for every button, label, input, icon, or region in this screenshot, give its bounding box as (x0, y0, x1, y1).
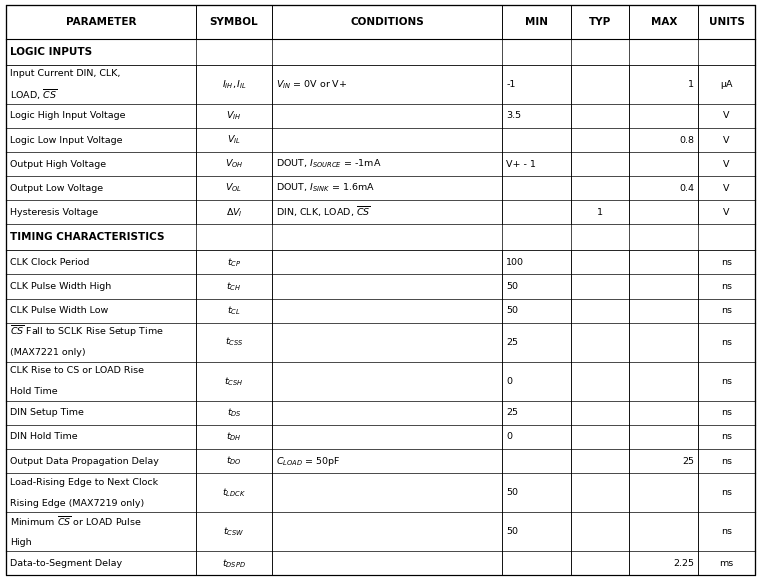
Text: $t_{CP}$: $t_{CP}$ (227, 256, 241, 269)
Text: DOUT, $I_{SINK}$ = 1.6mA: DOUT, $I_{SINK}$ = 1.6mA (276, 182, 375, 194)
Text: TIMING CHARACTERISTICS: TIMING CHARACTERISTICS (10, 233, 165, 242)
Text: V: V (723, 184, 730, 193)
Text: DOUT, $I_{SOURCE}$ = -1mA: DOUT, $I_{SOURCE}$ = -1mA (276, 158, 381, 171)
Text: $t_{CL}$: $t_{CL}$ (227, 304, 241, 317)
Text: 1: 1 (597, 208, 603, 217)
Text: $V_{OL}$: $V_{OL}$ (225, 182, 243, 194)
Text: $\Delta V_{I}$: $\Delta V_{I}$ (225, 206, 243, 219)
Text: $t_{LDCK}$: $t_{LDCK}$ (222, 487, 246, 499)
Text: V: V (723, 160, 730, 169)
Text: 0: 0 (506, 433, 512, 441)
Text: Hysteresis Voltage: Hysteresis Voltage (10, 208, 98, 217)
Text: TYP: TYP (589, 17, 612, 27)
Text: $t_{CSW}$: $t_{CSW}$ (223, 525, 245, 538)
Text: 25: 25 (506, 408, 518, 418)
Text: Output High Voltage: Output High Voltage (10, 160, 106, 169)
Text: V: V (723, 208, 730, 217)
Text: High: High (10, 538, 32, 547)
Text: $\overline{CS}$ Fall to SCLK Rise Setup Time: $\overline{CS}$ Fall to SCLK Rise Setup … (10, 324, 164, 339)
Text: PARAMETER: PARAMETER (66, 17, 136, 27)
Text: $I_{IH}, I_{IL}$: $I_{IH}, I_{IL}$ (222, 78, 246, 90)
Text: 50: 50 (506, 282, 518, 291)
Text: 1: 1 (688, 80, 694, 89)
Text: 100: 100 (506, 258, 524, 267)
Text: Output Low Voltage: Output Low Voltage (10, 184, 103, 193)
Text: 0.4: 0.4 (679, 184, 694, 193)
Text: $t_{CSS}$: $t_{CSS}$ (225, 336, 243, 349)
Text: LOAD, $\overline{CS}$: LOAD, $\overline{CS}$ (10, 88, 58, 102)
Text: ns: ns (721, 377, 732, 386)
Text: CLK Pulse Width Low: CLK Pulse Width Low (10, 306, 108, 315)
Text: ns: ns (721, 408, 732, 418)
Text: Logic High Input Voltage: Logic High Input Voltage (10, 111, 126, 121)
Text: DIN, CLK, LOAD, $\overline{CS}$: DIN, CLK, LOAD, $\overline{CS}$ (276, 205, 370, 219)
Text: $t_{CH}$: $t_{CH}$ (226, 280, 242, 293)
Text: $V_{IN}$ = 0V or V+: $V_{IN}$ = 0V or V+ (276, 78, 348, 90)
Text: ms: ms (719, 559, 734, 568)
Text: ns: ns (721, 527, 732, 536)
Text: Data-to-Segment Delay: Data-to-Segment Delay (10, 559, 122, 568)
Text: 50: 50 (506, 306, 518, 315)
Text: $t_{DSPD}$: $t_{DSPD}$ (222, 557, 246, 570)
Text: ns: ns (721, 433, 732, 441)
Text: Input Current DIN, CLK,: Input Current DIN, CLK, (10, 70, 121, 78)
Text: ns: ns (721, 282, 732, 291)
Text: CLK Clock Period: CLK Clock Period (10, 258, 90, 267)
Text: V: V (723, 111, 730, 121)
Text: Logic Low Input Voltage: Logic Low Input Voltage (10, 136, 122, 144)
Text: CLK Rise to CS or LOAD Rise: CLK Rise to CS or LOAD Rise (10, 366, 144, 375)
Text: Hold Time: Hold Time (10, 387, 58, 396)
Text: 0: 0 (506, 377, 512, 386)
Text: ns: ns (721, 338, 732, 347)
Text: $t_{DO}$: $t_{DO}$ (226, 455, 242, 467)
Text: $t_{CSH}$: $t_{CSH}$ (225, 375, 243, 387)
Text: DIN Hold Time: DIN Hold Time (10, 433, 78, 441)
Text: 25: 25 (682, 456, 694, 466)
Text: 0.8: 0.8 (679, 136, 694, 144)
Text: $V_{IL}$: $V_{IL}$ (227, 134, 241, 146)
Text: ns: ns (721, 488, 732, 497)
Text: μA: μA (720, 80, 733, 89)
Text: V+ - 1: V+ - 1 (506, 160, 536, 169)
Text: DIN Setup Time: DIN Setup Time (10, 408, 84, 418)
Text: Minimum $\overline{CS}$ or LOAD Pulse: Minimum $\overline{CS}$ or LOAD Pulse (10, 514, 142, 528)
Text: MAX: MAX (651, 17, 677, 27)
Text: $C_{LOAD}$ = 50pF: $C_{LOAD}$ = 50pF (276, 455, 341, 467)
Text: CONDITIONS: CONDITIONS (350, 17, 424, 27)
Text: LOGIC INPUTS: LOGIC INPUTS (10, 47, 92, 57)
Text: MIN: MIN (525, 17, 548, 27)
Text: 50: 50 (506, 527, 518, 536)
Text: ns: ns (721, 306, 732, 315)
Text: 3.5: 3.5 (506, 111, 521, 121)
Text: 50: 50 (506, 488, 518, 497)
Text: ns: ns (721, 258, 732, 267)
Text: (MAX7221 only): (MAX7221 only) (10, 348, 86, 357)
Text: 2.25: 2.25 (673, 559, 694, 568)
Text: $V_{IH}$: $V_{IH}$ (226, 110, 242, 122)
Text: $t_{DS}$: $t_{DS}$ (226, 407, 242, 419)
Text: CLK Pulse Width High: CLK Pulse Width High (10, 282, 112, 291)
Text: $V_{OH}$: $V_{OH}$ (225, 158, 243, 171)
Text: Output Data Propagation Delay: Output Data Propagation Delay (10, 456, 159, 466)
Text: $t_{DH}$: $t_{DH}$ (226, 431, 242, 443)
Text: SYMBOL: SYMBOL (210, 17, 258, 27)
Text: ns: ns (721, 456, 732, 466)
Text: UNITS: UNITS (709, 17, 744, 27)
Text: V: V (723, 136, 730, 144)
Text: Load-Rising Edge to Next Clock: Load-Rising Edge to Next Clock (10, 477, 158, 487)
Text: -1: -1 (506, 80, 516, 89)
Text: Rising Edge (MAX7219 only): Rising Edge (MAX7219 only) (10, 499, 144, 508)
Text: 25: 25 (506, 338, 518, 347)
